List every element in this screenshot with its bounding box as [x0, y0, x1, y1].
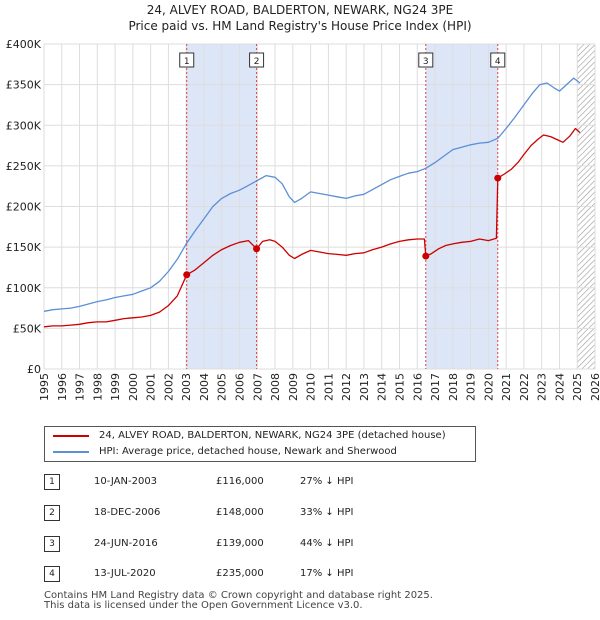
- sale-number-badge: 4: [44, 566, 60, 582]
- x-tick-label: 2009: [287, 373, 300, 401]
- sale-hpi-diff: 33% ↓ HPI: [300, 507, 354, 518]
- y-tick-label: £300K: [6, 119, 42, 132]
- sale-hpi-diff: 44% ↓ HPI: [300, 538, 354, 549]
- sale-number-badge: 2: [44, 505, 60, 521]
- sale-point: [183, 271, 191, 279]
- sale-marker-number: 2: [254, 57, 260, 67]
- price-chart: 1 2 3 4 £0 £50K £100K £150K £200K £250K £300K £350…: [6, 38, 600, 401]
- x-tick-label: 2016: [411, 373, 424, 401]
- x-tick-label: 1998: [91, 373, 104, 401]
- x-tick-label: 1997: [74, 373, 87, 401]
- y-tick-label: £50K: [13, 322, 42, 335]
- x-tick-label: 2012: [340, 373, 353, 401]
- x-axis-ticks: 1995 1996 1997 1998 1999 2000 2001 2002 2003 2004…: [38, 373, 600, 401]
- y-tick-label: £150K: [6, 241, 42, 254]
- x-tick-label: 2011: [322, 373, 335, 401]
- sale-hpi-diff: 17% ↓ HPI: [300, 568, 354, 579]
- grid-lines: [43, 43, 596, 370]
- x-tick-label: 2021: [500, 373, 513, 401]
- sale-point: [422, 252, 430, 260]
- legend-swatch-hpi: [53, 451, 89, 453]
- y-tick-label: £0: [27, 363, 41, 376]
- footer-licence: This data is licensed under the Open Gov…: [44, 600, 363, 611]
- price-paid-line: [44, 127, 581, 328]
- sale-price: £148,000: [216, 507, 264, 518]
- sale-date: 18-DEC-2006: [94, 507, 161, 518]
- x-tick-label: 1996: [56, 373, 69, 401]
- sale-row: 4 13-JUL-2020 £235,000 17% ↓ HPI: [44, 564, 464, 584]
- sale-date: 10-JAN-2003: [94, 476, 158, 487]
- legend: 24, ALVEY ROAD, BALDERTON, NEWARK, NG24 …: [44, 426, 476, 462]
- sale-marker-number: 3: [423, 57, 429, 67]
- sale-number-badge: 1: [44, 474, 60, 490]
- sale-price: £235,000: [216, 568, 264, 579]
- x-tick-label: 2019: [465, 373, 478, 401]
- x-tick-label: 2008: [269, 373, 282, 401]
- sale-marker-number: 4: [495, 57, 501, 67]
- y-tick-label: £400K: [6, 38, 42, 51]
- x-tick-label: 2014: [376, 373, 389, 401]
- y-tick-label: £250K: [6, 160, 42, 173]
- chart-subtitle: Price paid vs. HM Land Registry's House …: [128, 19, 472, 33]
- sale-row: 2 18-DEC-2006 £148,000 33% ↓ HPI: [44, 503, 464, 523]
- x-tick-label: 1999: [109, 373, 122, 401]
- sale-point: [253, 245, 261, 253]
- x-tick-label: 2007: [251, 373, 264, 401]
- x-tick-label: 2003: [180, 373, 193, 401]
- y-tick-label: £350K: [6, 79, 42, 92]
- sale-price: £116,000: [216, 476, 264, 487]
- y-tick-label: £100K: [6, 282, 42, 295]
- x-tick-label: 2004: [198, 373, 211, 401]
- x-tick-label: 2017: [429, 373, 442, 401]
- x-tick-label: 2000: [127, 373, 140, 401]
- x-tick-label: 2024: [553, 373, 566, 401]
- series-lines: [44, 77, 581, 328]
- legend-label-hpi: HPI: Average price, detached house, Newa…: [99, 446, 397, 457]
- sale-marker-labels: 1 2 3 4: [179, 52, 506, 68]
- sale-marker-box: [249, 52, 265, 68]
- sale-point: [494, 174, 502, 182]
- x-tick-label: 2002: [162, 373, 175, 401]
- chart-title-line1: 24, ALVEY ROAD, BALDERTON, NEWARK, NG24 …: [146, 3, 454, 17]
- legend-swatch-price: [53, 435, 89, 437]
- sale-row: 1 10-JAN-2003 £116,000 27% ↓ HPI: [44, 472, 464, 492]
- x-tick-label: 2006: [234, 373, 247, 401]
- sale-points: [183, 174, 502, 279]
- hpi-line: [44, 77, 581, 312]
- chart-title: 24, ALVEY ROAD, BALDERTON, NEWARK, NG24 …: [0, 2, 600, 34]
- sale-price: £139,000: [216, 538, 264, 549]
- x-tick-label: 2022: [518, 373, 531, 401]
- sale-hpi-diff: 27% ↓ HPI: [300, 476, 354, 487]
- x-tick-label: 2005: [216, 373, 229, 401]
- y-tick-label: £200K: [6, 201, 42, 214]
- x-tick-label: 2018: [447, 373, 460, 401]
- sale-number-badge: 3: [44, 536, 60, 552]
- sale-date: 13-JUL-2020: [94, 568, 156, 579]
- sale-marker-number: 1: [184, 57, 190, 67]
- x-tick-label: 2001: [145, 373, 158, 401]
- footer: Contains HM Land Registry data © Crown c…: [44, 591, 433, 611]
- sale-marker-box: [418, 52, 434, 68]
- x-tick-label: 2015: [393, 373, 406, 401]
- x-tick-label: 2026: [589, 373, 600, 401]
- x-tick-label: 2023: [536, 373, 549, 401]
- x-tick-label: 2010: [305, 373, 318, 401]
- sale-date: 24-JUN-2016: [94, 538, 158, 549]
- legend-label-price: 24, ALVEY ROAD, BALDERTON, NEWARK, NG24 …: [99, 430, 446, 441]
- x-tick-label: 1995: [38, 373, 51, 401]
- sale-marker-box: [490, 52, 506, 68]
- sale-row: 3 24-JUN-2016 £139,000 44% ↓ HPI: [44, 534, 464, 554]
- x-tick-label: 2013: [358, 373, 371, 401]
- y-axis-ticks: £0 £50K £100K £150K £200K £250K £300K £350K £400…: [6, 38, 42, 376]
- footer-copyright: Contains HM Land Registry data © Crown c…: [44, 590, 433, 601]
- sale-marker-box: [179, 52, 195, 68]
- x-tick-label: 2025: [571, 373, 584, 401]
- x-tick-label: 2020: [482, 373, 495, 401]
